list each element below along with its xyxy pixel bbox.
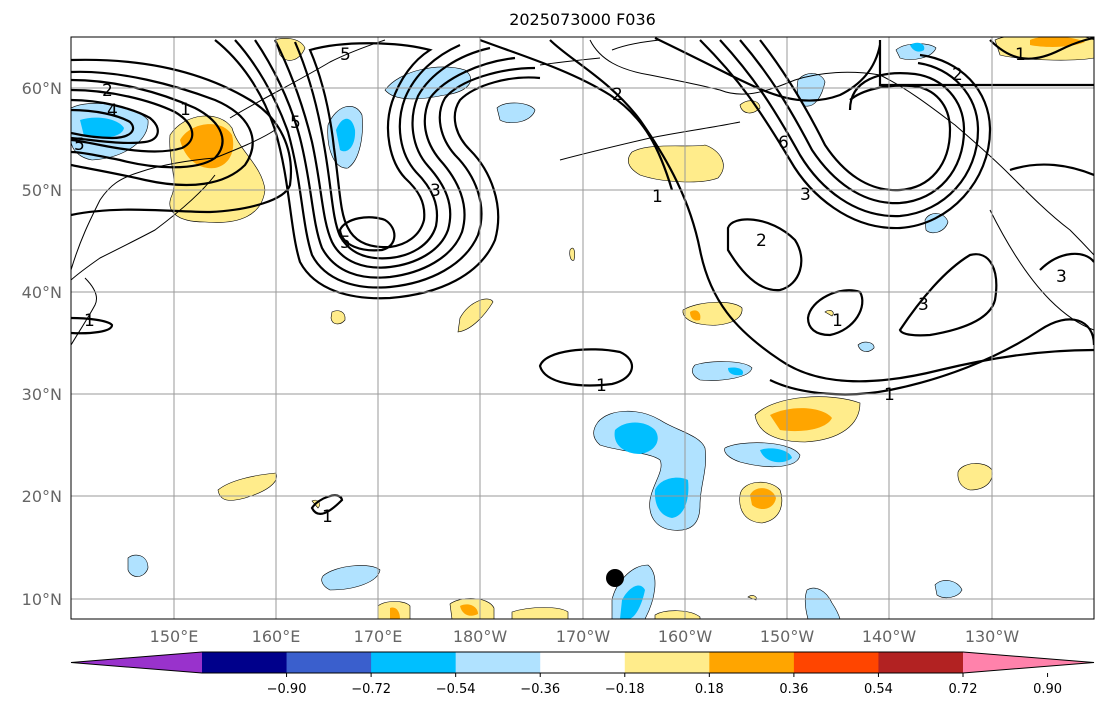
contour-label: 1 <box>652 187 663 207</box>
colorbar-tick-label: 0.36 <box>779 682 808 697</box>
lon-label: 180°W <box>453 627 508 646</box>
lat-label: 40°N <box>22 283 62 302</box>
contour-label: 1 <box>832 311 843 331</box>
colorbar-swatch <box>202 652 288 673</box>
contour-label-group: 2 4 5 1 5 5 5 3 2 1 1 6 3 2 1 3 1 2 1 1 … <box>74 45 1067 527</box>
lon-label: 160°E <box>252 627 301 646</box>
map-title: 2025073000 F036 <box>509 10 656 29</box>
colorbar-tick-label: −0.54 <box>436 682 476 697</box>
coastlines <box>71 39 1094 346</box>
lon-label: 160°W <box>658 627 713 646</box>
lat-label: 60°N <box>22 79 62 98</box>
contour-label: 5 <box>340 45 351 65</box>
contour-label: 3 <box>800 185 811 205</box>
contour-label: 2 <box>756 231 767 251</box>
contour-label: 5 <box>74 135 85 155</box>
colorbar-tick-label: 0.90 <box>1033 682 1062 697</box>
colorbar-swatch <box>709 652 795 673</box>
contour-label: 1 <box>180 100 191 120</box>
contour-label: 5 <box>290 113 301 133</box>
lon-label: 140°W <box>862 627 917 646</box>
lat-label: 10°N <box>22 590 62 609</box>
colorbar-tick-label: −0.90 <box>267 682 307 697</box>
map-frame <box>70 36 1095 620</box>
contour-label: 4 <box>107 101 118 121</box>
colorbar-extend-high <box>963 652 1094 673</box>
contour-label: 1 <box>322 507 333 527</box>
colorbar-swatch <box>793 652 879 673</box>
colorbar-swatch <box>878 652 964 673</box>
colorbar-tick-label: −0.36 <box>520 682 560 697</box>
storm-center-dot <box>606 569 624 587</box>
contour-label: 6 <box>778 133 789 153</box>
lon-label: 170°E <box>354 627 403 646</box>
lat-label: 20°N <box>22 487 62 506</box>
shaded-anomaly-layer <box>71 37 1094 619</box>
contour-label: 3 <box>918 295 929 315</box>
contour-label: 1 <box>84 311 95 331</box>
contour-label: 1 <box>884 385 895 405</box>
colorbar-swatch <box>540 652 626 673</box>
colorbar-tick-label: 0.18 <box>695 682 724 697</box>
colorbar-tick-label: 0.54 <box>864 682 893 697</box>
contour-lines <box>71 37 1094 515</box>
contour-label: 3 <box>1056 267 1067 287</box>
lon-label: 170°W <box>556 627 611 646</box>
lon-label: 130°W <box>965 627 1020 646</box>
contour-label: 2 <box>612 85 623 105</box>
lon-label: 150°E <box>150 627 199 646</box>
graticule <box>71 37 1094 619</box>
lon-label: 150°W <box>760 627 815 646</box>
contour-label: 1 <box>1015 45 1026 65</box>
colorbar-tick-label: −0.72 <box>351 682 391 697</box>
longitude-labels: 150°E 160°E 170°E 180°W 170°W 160°W 150°… <box>150 627 1020 646</box>
colorbar-tick-label: −0.18 <box>605 682 645 697</box>
colorbar-extend-low <box>71 652 202 673</box>
colorbar-swatch <box>455 652 541 673</box>
colorbar-swatch <box>371 652 457 673</box>
colorbar-tick-label: 0.72 <box>949 682 978 697</box>
contour-label: 3 <box>430 181 441 201</box>
contour-label: 5 <box>340 233 351 253</box>
contour-label: 2 <box>952 65 963 85</box>
lat-label: 50°N <box>22 181 62 200</box>
colorbar-outline <box>70 651 1095 674</box>
colorbar: −0.90 −0.72 −0.54 −0.36 −0.18 0.18 0.36 0.54 0.7… <box>70 651 1095 697</box>
lat-label: 30°N <box>22 385 62 404</box>
contour-label: 2 <box>102 81 113 101</box>
latitude-labels: 60°N 50°N 40°N 30°N 20°N 10°N <box>22 79 62 609</box>
contour-label: 1 <box>596 376 607 396</box>
colorbar-swatch <box>286 652 372 673</box>
colorbar-swatch <box>624 652 710 673</box>
